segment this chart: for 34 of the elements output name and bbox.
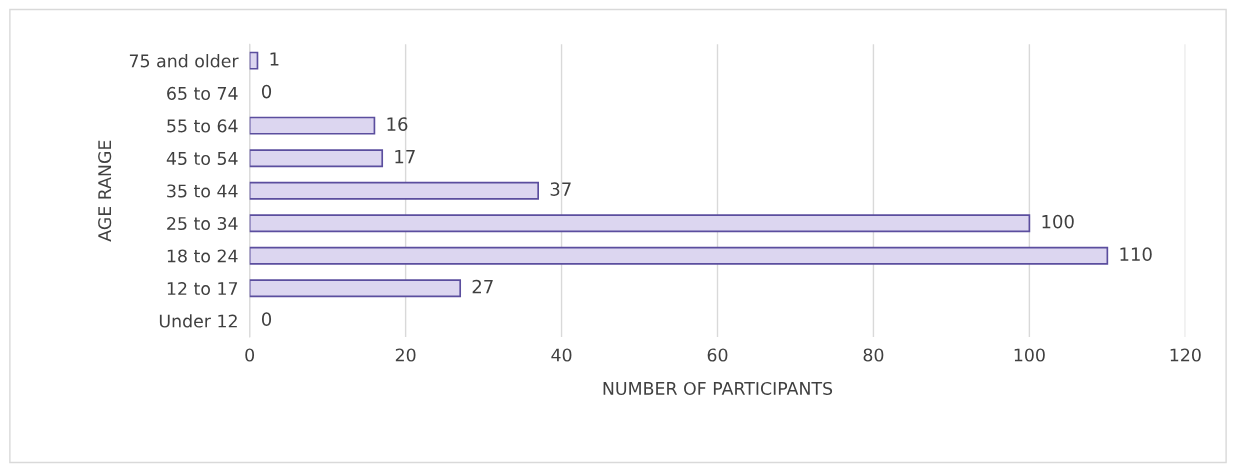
- y-tick-label: 75 and older: [129, 54, 239, 68]
- data-label: 1: [270, 52, 279, 66]
- data-label: 110: [1120, 247, 1152, 261]
- x-tick-label: 120: [1170, 348, 1201, 362]
- x-tick-label: 100: [1014, 348, 1045, 362]
- x-tick-label: 60: [707, 348, 728, 362]
- y-tick-label: Under 12: [159, 314, 237, 328]
- x-tick-label: 80: [863, 348, 884, 362]
- bar: [249, 246, 1109, 265]
- data-label: 0: [261, 84, 272, 99]
- data-label: 27: [472, 279, 493, 294]
- y-tick-label: 55 to 64: [167, 119, 238, 133]
- x-tick-label: 0: [245, 348, 255, 362]
- x-tick-label: 40: [551, 348, 572, 362]
- data-label: 37: [550, 182, 571, 196]
- bar: [249, 214, 1031, 233]
- data-label: 0: [261, 312, 272, 326]
- y-tick-label: 35 to 44: [167, 184, 238, 198]
- data-label: 17: [395, 149, 415, 164]
- y-tick-label: 18 to 24: [167, 249, 238, 263]
- bar: [249, 279, 462, 298]
- bar: [249, 51, 259, 70]
- y-tick-label: 25 to 34: [167, 216, 238, 231]
- y-axis-title: AGE RANGE: [98, 140, 112, 242]
- bar: [249, 116, 376, 135]
- y-tick-label: 65 to 74: [167, 86, 238, 100]
- bar: [249, 181, 539, 200]
- data-label: 16: [387, 117, 408, 131]
- bar: [249, 149, 384, 168]
- data-label: 100: [1042, 214, 1074, 229]
- x-axis-title: NUMBER OF PARTICIPANTS: [603, 381, 833, 396]
- y-tick-label: 12 to 17: [167, 281, 238, 296]
- x-tick-label: 20: [395, 348, 416, 362]
- y-tick-label: 45 to 54: [166, 152, 238, 166]
